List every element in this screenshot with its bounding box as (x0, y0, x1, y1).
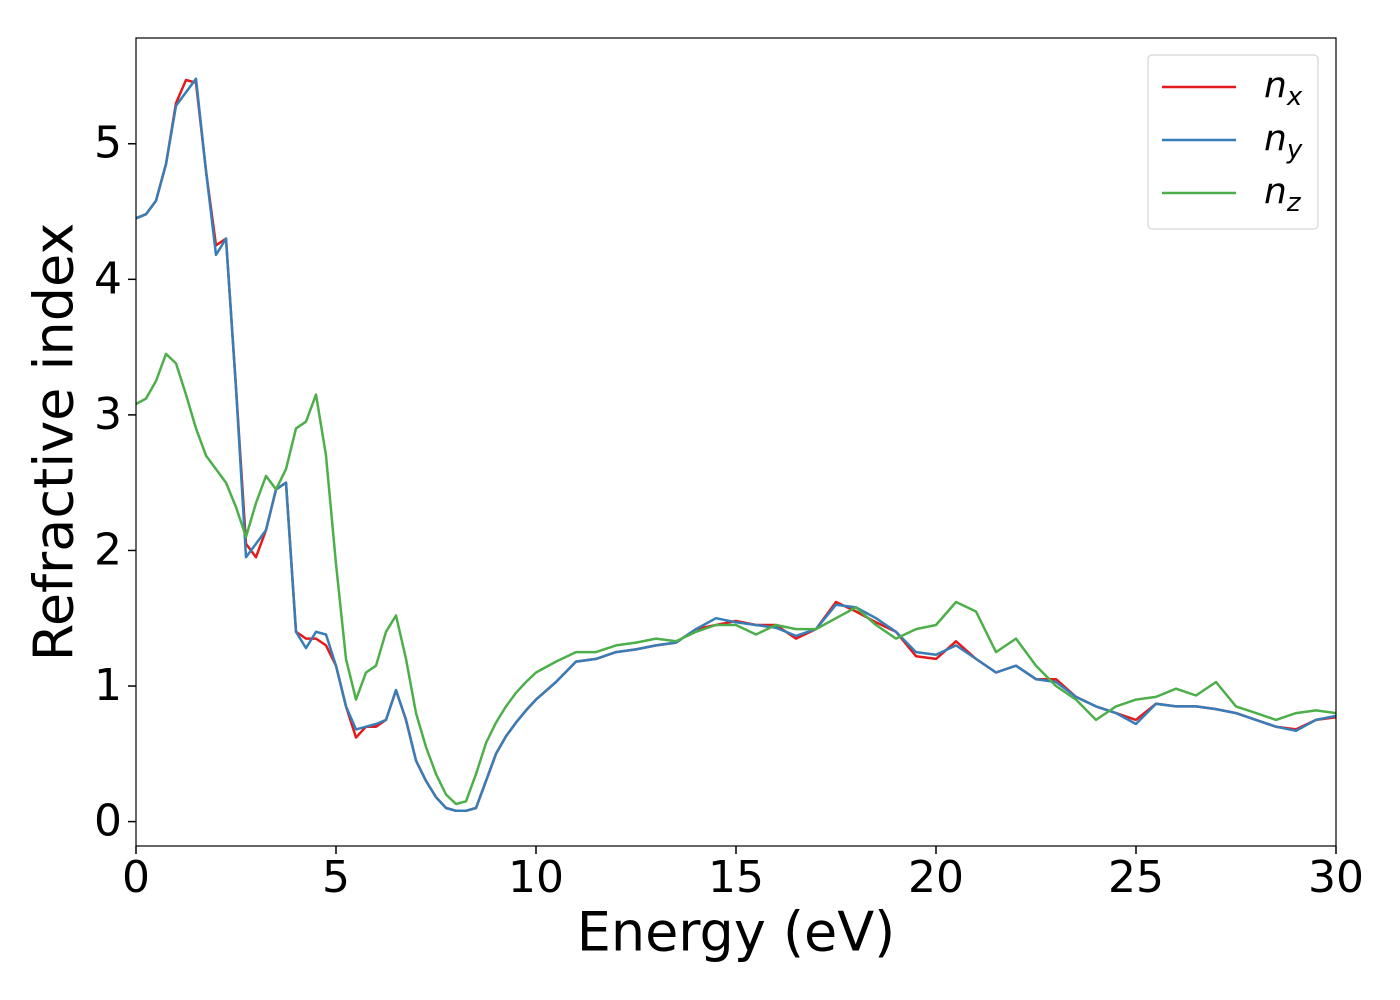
y-axis-label: Refractive index (23, 223, 86, 662)
legend-label: ny (1264, 118, 1303, 165)
y-tick-label: 4 (94, 253, 122, 304)
y-tick-label: 3 (94, 389, 122, 440)
legend-label: nz (1264, 171, 1302, 218)
y-tick-label: 0 (94, 796, 122, 847)
x-tick-label: 0 (122, 852, 150, 903)
x-tick-label: 5 (322, 852, 350, 903)
x-tick-label: 30 (1308, 852, 1364, 903)
x-tick-label: 10 (508, 852, 564, 903)
x-axis-label: Energy (eV) (577, 901, 896, 964)
plot-frame (135, 37, 1337, 847)
data-line (135, 77, 1337, 813)
y-tick-label: 5 (94, 118, 122, 169)
legend-box (1147, 54, 1319, 230)
x-tick-label: 20 (908, 852, 964, 903)
y-tick-label: 2 (94, 524, 122, 575)
data-line (135, 352, 1337, 806)
y-tick-label: 1 (94, 660, 122, 711)
legend-label: nx (1264, 65, 1303, 112)
x-tick-label: 15 (708, 852, 764, 903)
x-tick-label: 25 (1108, 852, 1164, 903)
